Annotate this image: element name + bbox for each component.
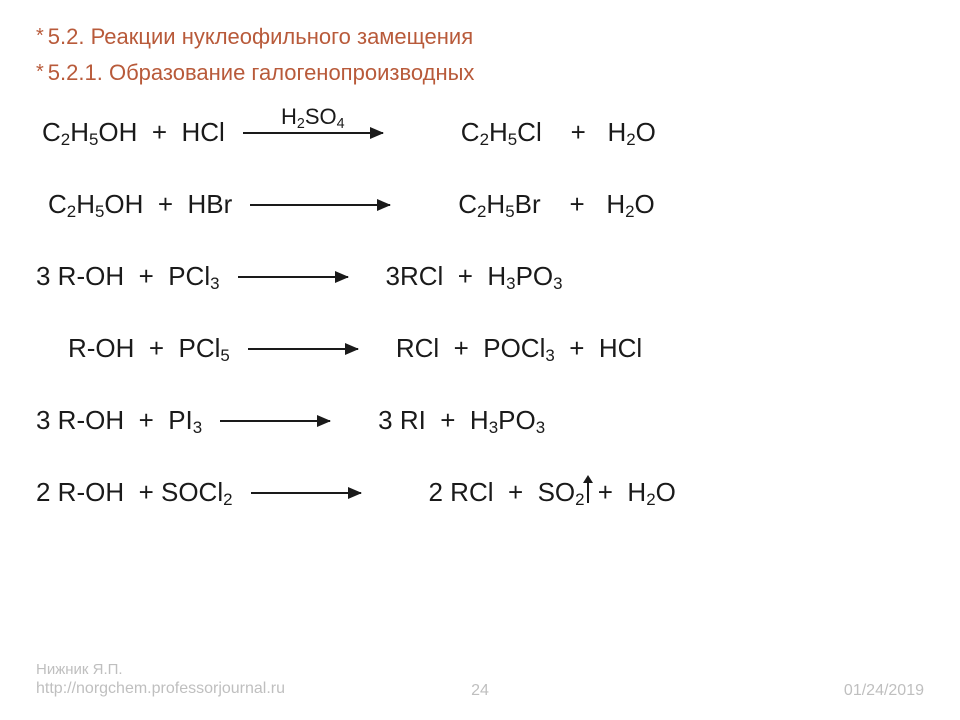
bullet-star: * bbox=[36, 25, 44, 47]
equation-row: 2 R-OH + SOCl2 2 RCl + SO2 + H2O bbox=[36, 474, 924, 512]
footer-author: Нижник Я.П. bbox=[36, 660, 285, 680]
arrow-line bbox=[220, 420, 330, 422]
reaction-arrow bbox=[250, 204, 390, 206]
equation-rhs: C2H5Cl + H2O bbox=[461, 117, 656, 150]
equation-row: 3 R-OH + PCl3 3RCl + H3PO3 bbox=[36, 258, 924, 296]
arrow-line bbox=[243, 132, 383, 134]
footer-left: Нижник Я.П. http://norgchem.professorjou… bbox=[36, 660, 285, 700]
arrow-line bbox=[250, 204, 390, 206]
heading2-text: 5.2.1. Образование галогенопроизводных bbox=[48, 60, 475, 85]
equation-rhs: RCl + POCl3 + HCl bbox=[396, 333, 642, 366]
equation-rhs: 3 RI + H3PO3 bbox=[378, 405, 545, 438]
arrow-label: H2SO4 bbox=[281, 104, 345, 132]
equation-rhs: 3RCl + H3PO3 bbox=[386, 261, 563, 294]
equations-area: C2H5OH + HCl H2SO4 C2H5Cl + H2O C2H5OH + HB… bbox=[36, 114, 924, 512]
reaction-arrow: H2SO4 bbox=[243, 132, 383, 134]
equation-lhs: C2H5OH + HBr bbox=[48, 189, 232, 222]
equation-row: 3 R-OH + PI3 3 RI + H3PO3 bbox=[36, 402, 924, 440]
footer-date: 01/24/2019 bbox=[844, 682, 924, 700]
arrow-line bbox=[248, 348, 358, 350]
equation-lhs: 3 R-OH + PI3 bbox=[36, 405, 202, 438]
equation-row: R-OH + PCl5 RCl + POCl3 + HCl bbox=[36, 330, 924, 368]
equation-row: C2H5OH + HCl H2SO4 C2H5Cl + H2O bbox=[36, 114, 924, 152]
heading1-text: 5.2. Реакции нуклеофильного замещения bbox=[48, 24, 473, 49]
footer: Нижник Я.П. http://norgchem.professorjou… bbox=[36, 660, 924, 700]
equation-lhs: R-OH + PCl5 bbox=[68, 333, 230, 366]
equation-lhs: 3 R-OH + PCl3 bbox=[36, 261, 220, 294]
slide: *5.2. Реакции нуклеофильного замещения *… bbox=[0, 0, 960, 720]
equation-lhs: C2H5OH + HCl bbox=[42, 117, 225, 150]
equation-row: C2H5OH + HBr C2H5Br + H2O bbox=[36, 186, 924, 224]
reaction-arrow bbox=[238, 276, 348, 278]
arrow-line bbox=[238, 276, 348, 278]
bullet-star: * bbox=[36, 61, 44, 83]
reaction-arrow bbox=[220, 420, 330, 422]
equation-rhs: 2 RCl + SO2 + H2O bbox=[429, 477, 676, 510]
reaction-arrow bbox=[248, 348, 358, 350]
footer-page: 24 bbox=[471, 682, 489, 700]
section-heading-2: *5.2.1. Образование галогенопроизводных bbox=[36, 60, 924, 86]
footer-url: http://norgchem.professorjournal.ru bbox=[36, 679, 285, 700]
reaction-arrow bbox=[251, 492, 361, 494]
equation-rhs: C2H5Br + H2O bbox=[458, 189, 655, 222]
arrow-line bbox=[251, 492, 361, 494]
section-heading-1: *5.2. Реакции нуклеофильного замещения bbox=[36, 24, 924, 50]
equation-lhs: 2 R-OH + SOCl2 bbox=[36, 477, 233, 510]
